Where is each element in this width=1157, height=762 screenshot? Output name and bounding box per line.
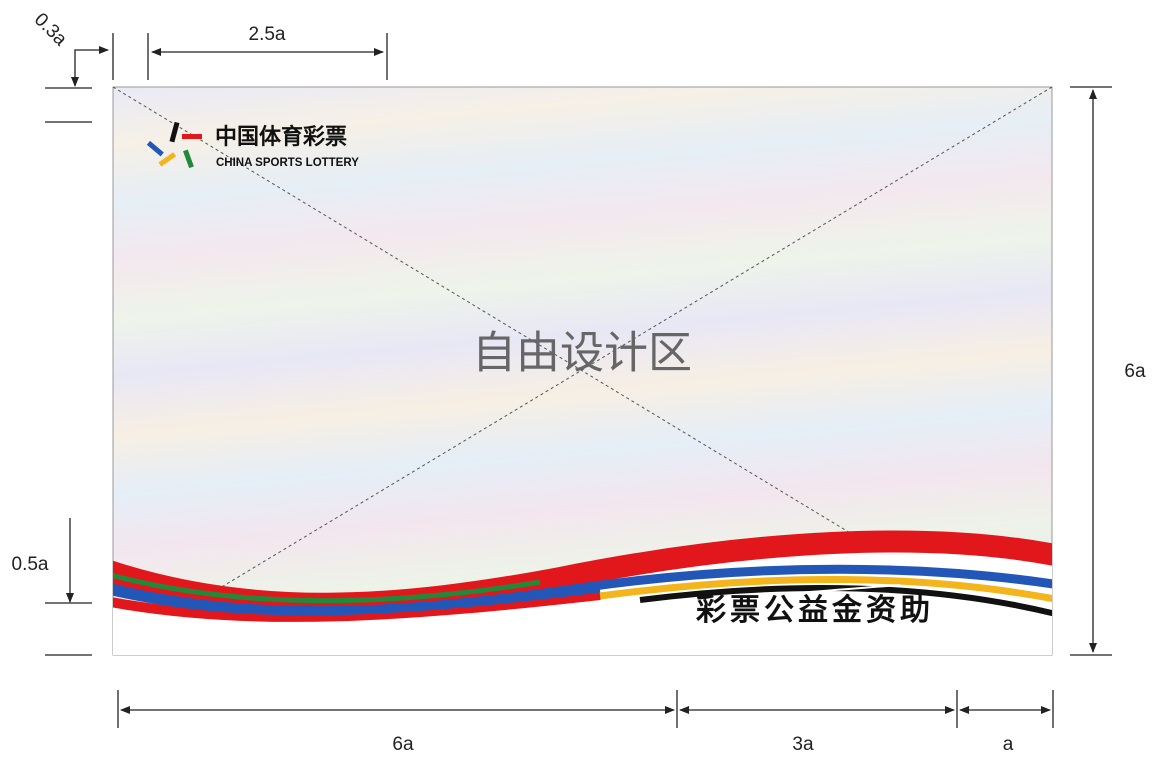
dim-label: 2.5a [249, 24, 286, 45]
dim-label: a [1003, 734, 1014, 755]
center-text: 自由设计区 [472, 329, 692, 378]
dim-label: 6a [1124, 361, 1146, 382]
dim-label: 3a [792, 734, 814, 755]
dim-label: 0.3a [30, 9, 71, 50]
slogan: 彩票公益金资助 [696, 593, 934, 628]
logo-icon [146, 121, 202, 169]
logo-title: 中国体育彩票 [215, 124, 347, 149]
dimension-lines [45, 33, 1112, 728]
waves [113, 87, 1052, 655]
dim-label: 0.5a [12, 554, 49, 575]
dim-label: 6a [392, 734, 414, 755]
logo-subtitle: CHINA SPORTS LOTTERY [216, 157, 359, 169]
